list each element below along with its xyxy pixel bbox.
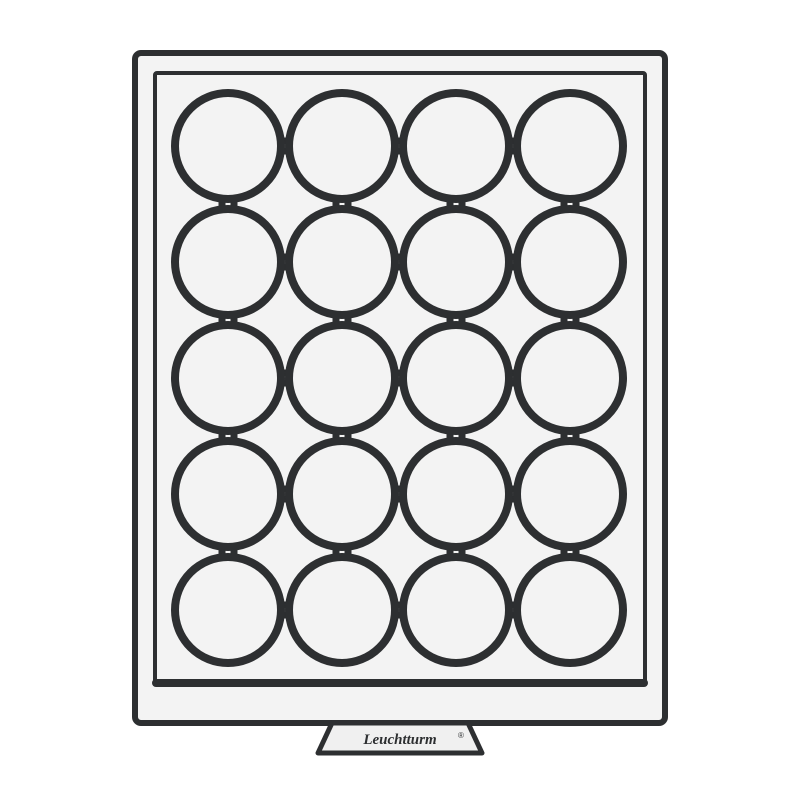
coin-slot (517, 557, 623, 663)
coin-slot (175, 93, 281, 199)
coin-slot (175, 557, 281, 663)
coin-slot (289, 93, 395, 199)
coin-slot (517, 209, 623, 315)
coin-slot (289, 557, 395, 663)
coin-slot (403, 441, 509, 547)
coin-tray-diagram: Leuchtturm ® (0, 0, 800, 803)
coin-slot (289, 441, 395, 547)
brand-trademark: ® (458, 731, 464, 740)
coin-slot (517, 441, 623, 547)
brand-label: Leuchtturm (362, 732, 436, 748)
coin-slot (403, 209, 509, 315)
coin-slot (517, 325, 623, 431)
coin-slot (403, 557, 509, 663)
coin-slot (517, 93, 623, 199)
coin-slot (403, 325, 509, 431)
coin-slot (403, 93, 509, 199)
coin-slot (175, 441, 281, 547)
coin-slot (175, 209, 281, 315)
tray-svg: Leuchtturm ® (0, 0, 800, 798)
coin-slot (289, 209, 395, 315)
coin-slot (289, 325, 395, 431)
coin-slot (175, 325, 281, 431)
